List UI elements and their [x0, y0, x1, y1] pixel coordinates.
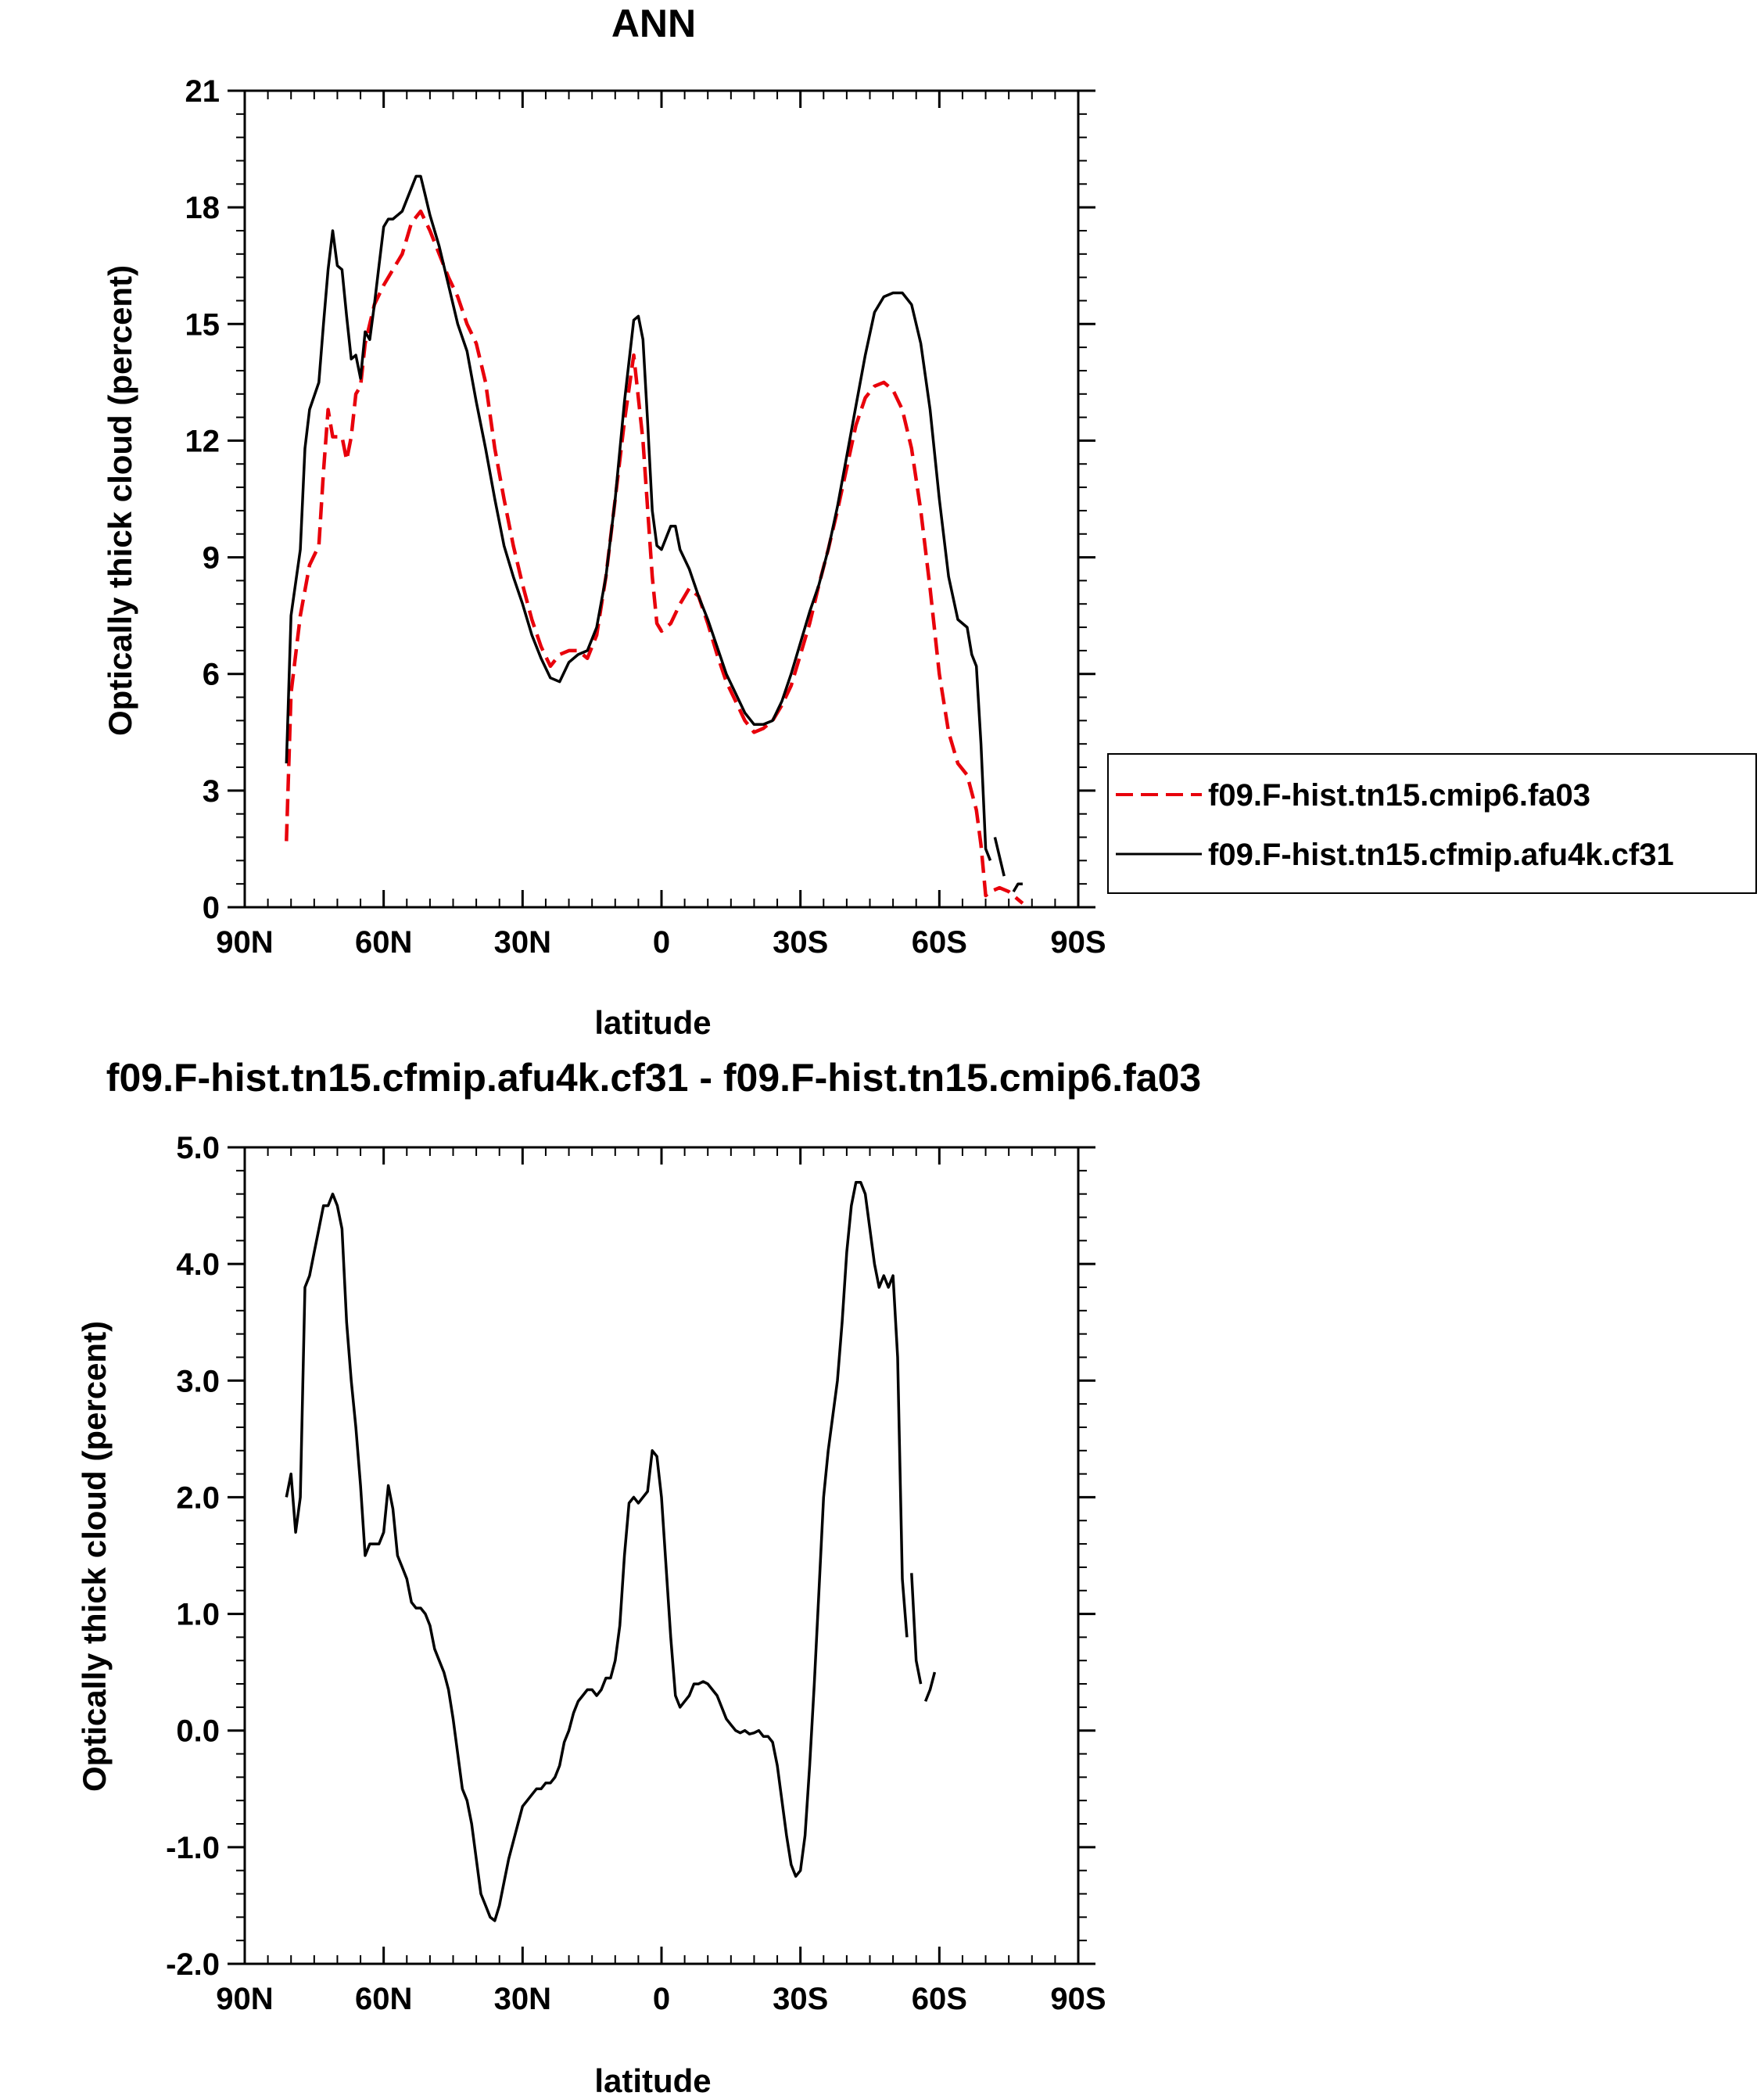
panel1-y-tick-label: 2.0: [176, 1480, 220, 1515]
panel1-y-tick-label: 1.0: [176, 1598, 220, 1632]
panel0-x-tick-label: 30N: [494, 925, 551, 960]
panel0-series-1-line: [1012, 882, 1023, 892]
panel1-x-tick-label: 90N: [216, 1982, 273, 2016]
top-plot-frame: [243, 89, 1080, 909]
bottom-series-lines: [285, 1180, 937, 1922]
panel0-x-tick-label: 60S: [912, 925, 967, 960]
panel1-x-tick-label: 90S: [1050, 1982, 1106, 2016]
panel1-series-0-line: [910, 1573, 923, 1685]
top-chart-title: ANN: [611, 2, 696, 45]
top-y-axis-label: Optically thick cloud (percent): [102, 265, 138, 736]
panel0-y-tick-label: 18: [185, 191, 220, 225]
bottom-plot-frame: [243, 1146, 1080, 1965]
panel0-x-tick-label: 90N: [216, 925, 273, 960]
panel1-y-tick-label: 0.0: [176, 1714, 220, 1749]
panel0-y-tick-label: 6: [203, 658, 220, 692]
panel1-series-0-line: [923, 1671, 937, 1703]
panel1-y-tick-label: 4.0: [176, 1247, 220, 1282]
legend: f09.F-hist.tn15.cmip6.fa03 f09.F-hist.tn…: [1107, 753, 1757, 894]
panel1-x-tick-label: 60S: [912, 1982, 967, 2016]
panel1-y-tick-label: -1.0: [166, 1831, 220, 1865]
bottom-y-axis-label: Optically thick cloud (percent): [76, 1321, 113, 1792]
panel0-series-1-line: [285, 174, 992, 861]
panel0-y-tick-label: 9: [203, 541, 220, 576]
bottom-tick-labels: 90N 60N 30N 0 30S 60S 90S -2.0 -1.0 0.0 1.0 2.0 3.0 4…: [166, 1131, 1106, 2016]
bottom-panel: f09.F-hist.tn15.cfmip.afu4k.cf31 - f09.F…: [76, 1056, 1201, 2096]
legend-label-fa03: f09.F-hist.tn15.cmip6.fa03: [1208, 778, 1590, 813]
panel1-y-tick-label: -2.0: [166, 1947, 220, 1982]
top-series-lines: [285, 174, 1024, 905]
panel0-x-tick-label: 60N: [355, 925, 412, 960]
panel0-y-tick-label: 0: [203, 891, 220, 925]
panel1-x-tick-label: 30N: [494, 1982, 551, 2016]
panel0-y-tick-label: 15: [185, 307, 220, 342]
panel1-y-tick-label: 3.0: [176, 1364, 220, 1398]
panel1-x-tick-label: 60N: [355, 1982, 412, 2016]
panel1-y-tick-label: 5.0: [176, 1131, 220, 1165]
panel1-series-0-line: [285, 1180, 909, 1922]
panel0-series-0-line: [285, 209, 1024, 905]
panel1-x-tick-label: 30S: [773, 1982, 828, 2016]
panel0-y-tick-label: 3: [203, 774, 220, 809]
top-panel: ANN 90N 60N 30N 0 30S 60S 90S 0 3 6 9 12 15 18 21 lati…: [102, 2, 1757, 1041]
panel0-x-tick-label: 30S: [773, 925, 828, 960]
panel0-x-tick-label: 0: [653, 925, 670, 960]
top-tick-labels: 90N 60N 30N 0 30S 60S 90S 0 3 6 9 12 15 18 21: [185, 74, 1106, 960]
panel0-x-tick-label: 90S: [1050, 925, 1106, 960]
bottom-x-axis-label: latitude: [594, 2062, 711, 2096]
top-x-axis-label: latitude: [594, 1004, 711, 1041]
bottom-ticks: [228, 1146, 1095, 1965]
legend-box: [1107, 753, 1757, 894]
top-ticks: [228, 89, 1095, 909]
panel1-x-tick-label: 0: [653, 1982, 670, 2016]
panel0-series-1-line: [993, 837, 1006, 877]
legend-label-cf31: f09.F-hist.tn15.cfmip.afu4k.cf31: [1208, 838, 1674, 872]
bottom-chart-title: f09.F-hist.tn15.cfmip.afu4k.cf31 - f09.F…: [106, 1056, 1201, 1100]
panel0-y-tick-label: 21: [185, 74, 220, 109]
panel0-y-tick-label: 12: [185, 424, 220, 458]
